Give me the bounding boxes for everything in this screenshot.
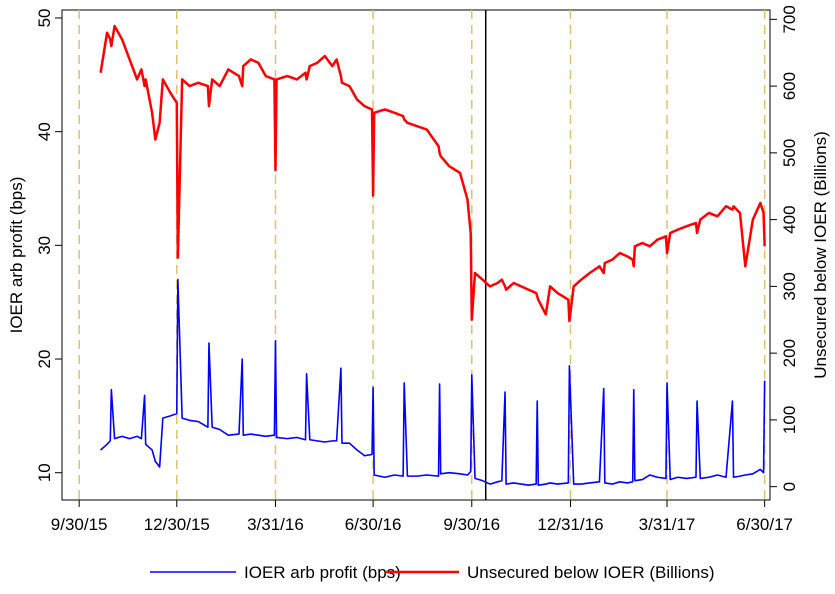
y2-tick-label: 200 — [780, 339, 799, 367]
x-tick-label: 6/30/16 — [345, 515, 402, 534]
y-tick-label: 50 — [35, 8, 54, 27]
x-tick-label: 9/30/16 — [443, 515, 500, 534]
x-tick-label: 12/31/16 — [537, 515, 603, 534]
y2-tick-label: 500 — [780, 139, 799, 167]
y-tick-label: 10 — [35, 463, 54, 482]
x-tick-label: 12/30/15 — [144, 515, 210, 534]
y2-tick-label: 0 — [780, 482, 799, 491]
y-axis-title: IOER arb profit (bps) — [7, 177, 26, 334]
series-line — [99, 24, 766, 323]
y2-tick-label: 100 — [780, 406, 799, 434]
x-tick-label: 6/30/17 — [736, 515, 793, 534]
y2-tick-label: 400 — [780, 205, 799, 233]
y-tick-label: 30 — [35, 236, 54, 255]
x-tick-label: 3/31/16 — [247, 515, 304, 534]
series-line — [100, 278, 766, 487]
x-tick-label: 3/31/17 — [639, 515, 696, 534]
x-tick-label: 9/30/15 — [51, 515, 108, 534]
plot-frame — [61, 9, 771, 501]
y2-tick-label: 700 — [780, 5, 799, 33]
y2-tick-label: 600 — [780, 72, 799, 100]
y-tick-label: 40 — [35, 122, 54, 141]
y2-tick-label: 300 — [780, 272, 799, 300]
legend-label: IOER arb profit (bps) — [244, 563, 401, 582]
legend-label: Unsecured below IOER (Billions) — [467, 563, 715, 582]
y2-axis-title: Unsecured below IOER (Billions) — [811, 131, 830, 379]
y-tick-label: 20 — [35, 350, 54, 369]
